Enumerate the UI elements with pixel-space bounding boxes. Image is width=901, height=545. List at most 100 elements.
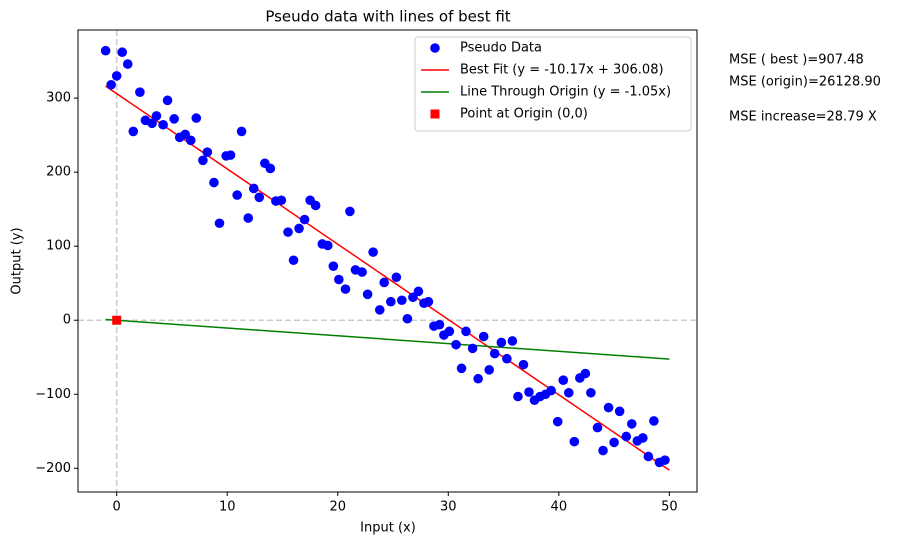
point <box>563 387 574 398</box>
point <box>386 296 396 307</box>
point <box>603 402 614 413</box>
point <box>569 436 580 447</box>
point <box>402 313 413 324</box>
point <box>214 218 225 229</box>
point <box>524 387 534 397</box>
point <box>467 343 478 354</box>
point <box>276 195 287 206</box>
point <box>122 59 133 69</box>
point <box>265 163 276 174</box>
point <box>478 331 489 342</box>
legend-swatch <box>430 109 440 119</box>
point <box>191 113 202 123</box>
point <box>586 387 596 398</box>
point <box>151 111 162 121</box>
point <box>621 431 632 442</box>
plot-frame <box>77 29 698 493</box>
point <box>106 79 116 90</box>
point <box>609 437 619 448</box>
point <box>135 87 145 97</box>
point <box>345 206 355 217</box>
point <box>558 375 569 386</box>
point <box>198 155 208 166</box>
annotation: MSE ( best )=907.48 <box>729 53 864 68</box>
point <box>580 368 591 379</box>
point <box>299 214 310 225</box>
point <box>546 385 556 396</box>
legend-label: Line Through Origin (y = -1.05x) <box>460 85 671 100</box>
x-tick-label: 30 <box>440 500 457 515</box>
point <box>209 177 219 188</box>
chart-title: Pseudo data with lines of best fit <box>265 8 510 26</box>
legend-label: Point at Origin (0,0) <box>460 107 588 122</box>
y-tick-label: 200 <box>46 165 71 180</box>
point <box>232 190 242 200</box>
point <box>248 183 259 194</box>
point <box>147 118 157 129</box>
point <box>502 353 512 364</box>
point <box>374 305 385 315</box>
point <box>117 47 128 58</box>
point <box>423 296 434 307</box>
y-tick-label: −200 <box>35 461 71 476</box>
point <box>112 315 122 325</box>
point <box>391 272 402 283</box>
point <box>368 247 378 257</box>
point <box>489 348 500 359</box>
point <box>128 126 139 137</box>
point <box>496 337 507 348</box>
point <box>507 336 518 346</box>
point <box>513 391 523 402</box>
point <box>592 422 603 433</box>
point <box>451 339 461 350</box>
point <box>169 114 179 124</box>
point <box>473 373 483 384</box>
point <box>434 319 445 330</box>
point <box>649 416 659 426</box>
point <box>158 119 168 130</box>
legend-swatch <box>430 43 440 53</box>
point <box>626 419 637 429</box>
point <box>283 227 293 237</box>
point <box>552 416 563 427</box>
annotation: MSE increase=28.79 X <box>729 110 877 125</box>
point <box>162 95 173 106</box>
point <box>185 135 196 146</box>
y-tick-label: 100 <box>46 239 71 254</box>
y-tick-label: 0 <box>63 313 71 328</box>
x-axis-label: Input (x) <box>360 521 416 536</box>
point <box>444 326 455 337</box>
point <box>243 213 254 223</box>
x-tick-label: 20 <box>329 500 346 515</box>
x-tick-label: 0 <box>113 500 121 515</box>
point <box>660 455 670 465</box>
fit-line <box>105 85 670 471</box>
point <box>288 255 299 266</box>
point <box>598 445 608 456</box>
legend-label: Best Fit (y = -10.17x + 306.08) <box>460 63 664 78</box>
point <box>328 261 339 271</box>
point <box>357 267 367 277</box>
point <box>413 286 424 297</box>
point <box>397 295 407 306</box>
point <box>362 289 373 300</box>
x-tick-label: 40 <box>551 500 568 515</box>
annotation: MSE (origin)=26128.90 <box>729 75 881 90</box>
point <box>111 71 122 81</box>
point <box>254 192 265 203</box>
point <box>202 147 213 157</box>
point <box>340 284 351 294</box>
point <box>614 406 625 417</box>
point <box>294 223 304 234</box>
point <box>225 150 236 160</box>
point <box>379 277 389 288</box>
y-axis-label: Output (y) <box>10 227 25 294</box>
point <box>638 433 648 443</box>
legend-label: Pseudo Data <box>460 41 542 56</box>
point <box>461 326 471 337</box>
x-tick-label: 10 <box>219 500 236 515</box>
point <box>236 126 247 137</box>
y-tick-label: 300 <box>46 91 71 106</box>
point <box>643 451 654 462</box>
